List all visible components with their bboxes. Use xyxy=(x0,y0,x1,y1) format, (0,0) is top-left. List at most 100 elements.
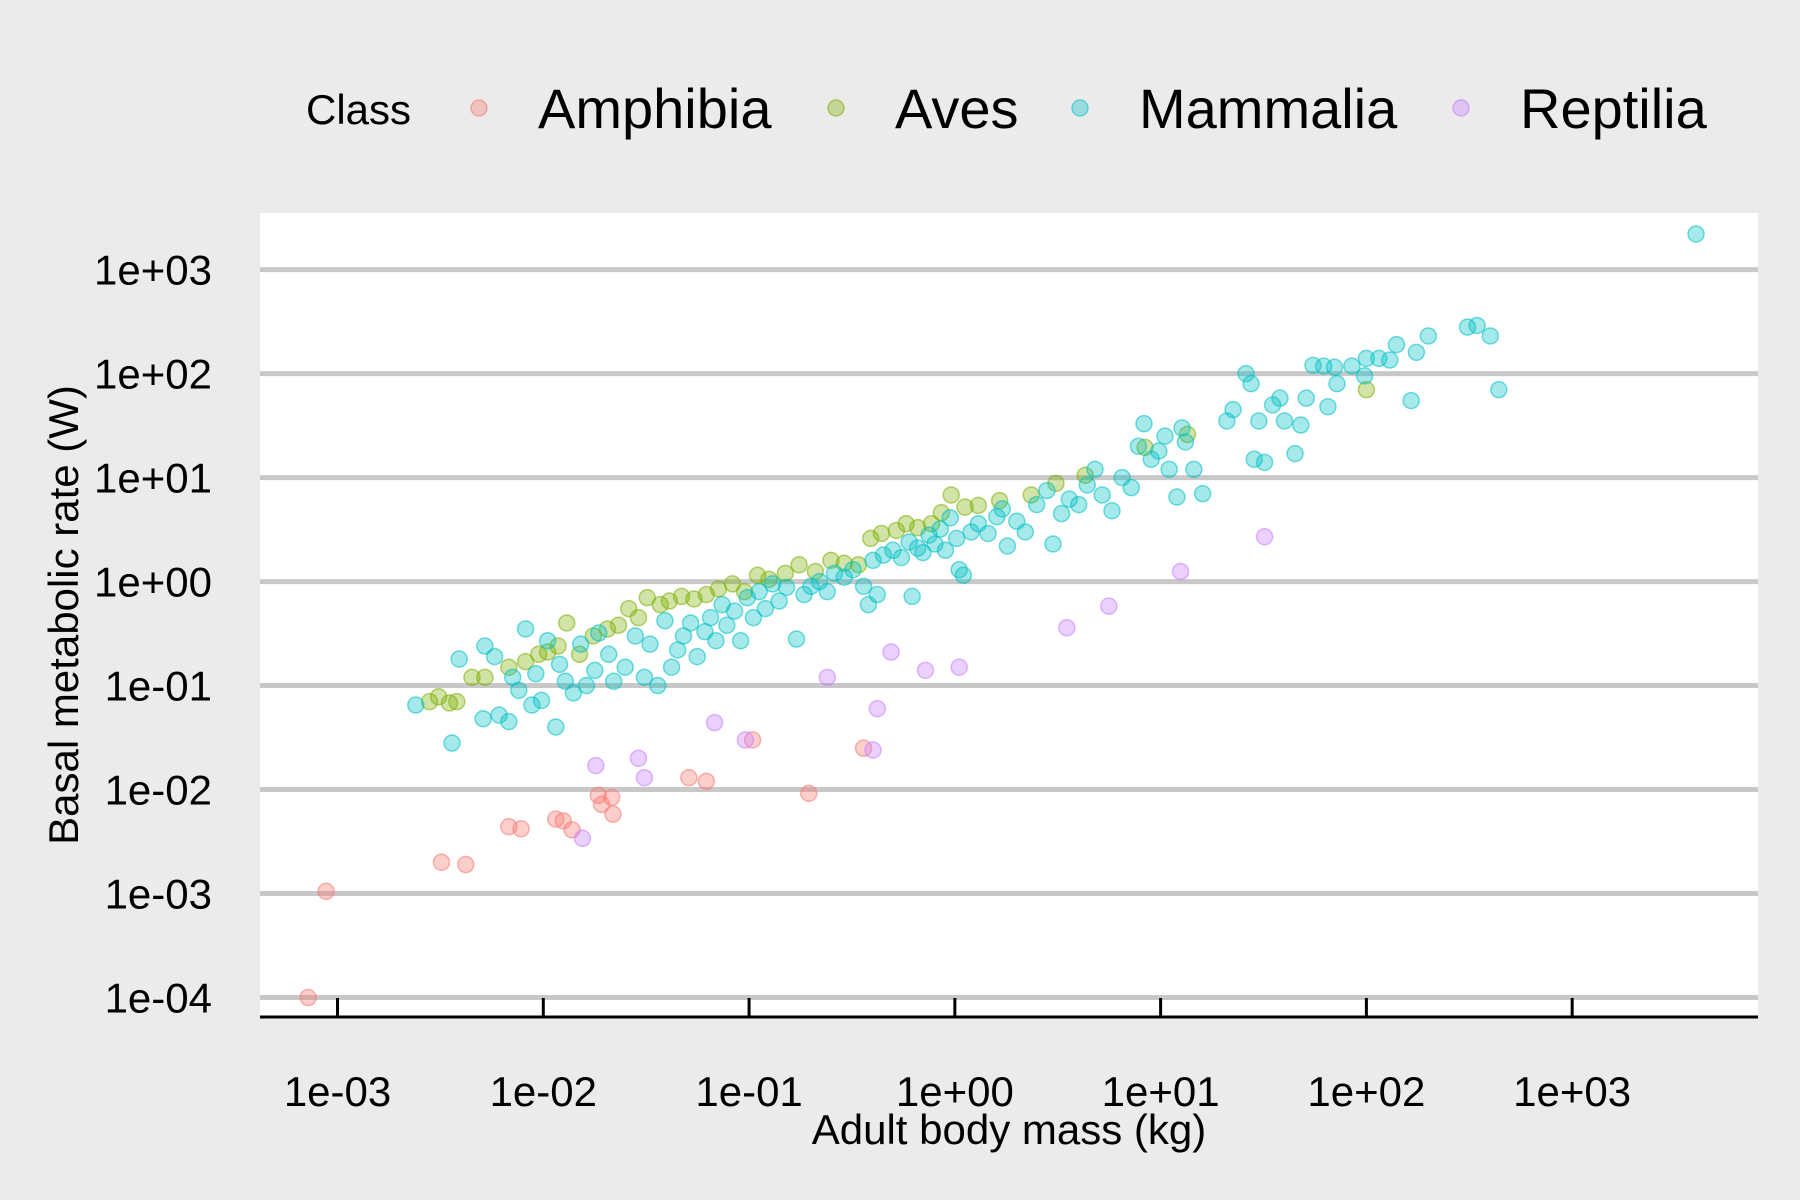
data-point xyxy=(887,521,906,540)
data-point xyxy=(554,812,572,830)
data-point xyxy=(787,630,806,648)
data-point xyxy=(429,688,448,706)
data-point xyxy=(1319,397,1337,416)
data-point xyxy=(1250,412,1268,430)
data-point xyxy=(651,595,669,614)
data-point xyxy=(476,668,494,687)
legend: Class Amphibia Aves Mammalia Reptilia xyxy=(306,77,1708,140)
x-tick-label: 1e+01 xyxy=(1102,1068,1220,1115)
data-point xyxy=(616,658,634,676)
data-point xyxy=(697,772,716,791)
data-point xyxy=(874,546,893,564)
data-point xyxy=(571,635,590,653)
data-point xyxy=(1078,476,1097,494)
data-point xyxy=(770,592,788,610)
data-point xyxy=(1135,414,1153,433)
data-point xyxy=(1185,460,1203,479)
data-point xyxy=(577,676,596,695)
series-reptilia xyxy=(573,527,1274,848)
data-point xyxy=(626,627,645,645)
data-point xyxy=(731,631,750,650)
y-tick-label: 1e+01 xyxy=(94,455,212,502)
data-point xyxy=(680,768,698,787)
data-point xyxy=(299,988,317,1007)
data-point xyxy=(599,645,618,664)
y-axis-ticks: 1e-04 1e-03 1e-02 1e-01 1e+00 1e+01 1e+02 1e+03 xyxy=(94,247,212,1022)
data-point xyxy=(1325,358,1344,377)
data-point xyxy=(407,696,425,714)
data-point xyxy=(868,699,887,718)
data-point xyxy=(1275,412,1294,430)
y-tick-label: 1e+03 xyxy=(94,247,212,294)
data-point xyxy=(1171,562,1190,581)
data-point xyxy=(1328,374,1346,393)
data-point xyxy=(777,578,796,597)
data-point xyxy=(1224,400,1242,419)
data-point xyxy=(523,696,541,714)
data-point xyxy=(649,676,667,695)
data-point xyxy=(822,551,840,570)
data-point xyxy=(1176,433,1195,451)
data-point xyxy=(956,498,974,516)
data-point xyxy=(516,652,535,671)
data-point xyxy=(635,668,654,687)
data-point xyxy=(942,486,960,504)
y-tick-label: 1e+00 xyxy=(94,559,212,606)
data-point xyxy=(736,731,755,749)
data-point xyxy=(1357,349,1376,368)
data-point xyxy=(1060,490,1079,508)
series-amphibia xyxy=(299,731,873,1007)
data-point xyxy=(854,577,873,596)
data-point xyxy=(573,829,592,848)
data-point xyxy=(589,786,608,805)
data-point xyxy=(1093,486,1111,504)
legend-key xyxy=(470,99,488,117)
data-point xyxy=(474,709,492,728)
data-point xyxy=(1086,460,1104,479)
data-point xyxy=(1173,419,1191,437)
data-point xyxy=(1245,450,1263,469)
data-point xyxy=(882,643,900,661)
y-tick-label: 1e-04 xyxy=(105,975,212,1022)
data-point xyxy=(1490,380,1508,399)
data-point xyxy=(1150,442,1168,460)
data-point xyxy=(1271,389,1289,407)
data-point xyxy=(629,749,648,767)
data-point xyxy=(1286,444,1304,463)
x-axis-title: Adult body mass (kg) xyxy=(812,1106,1207,1153)
data-point xyxy=(1168,488,1186,506)
data-point xyxy=(903,587,921,606)
data-point xyxy=(750,582,768,601)
data-point xyxy=(701,608,720,627)
data-point xyxy=(609,616,628,635)
data-point xyxy=(1357,380,1376,399)
data-point xyxy=(1687,225,1705,243)
data-point xyxy=(763,575,782,593)
data-point xyxy=(564,684,583,702)
data-point xyxy=(527,664,545,683)
data-point xyxy=(500,712,518,731)
data-point xyxy=(557,614,576,632)
data-point xyxy=(1027,495,1046,514)
legend-label: Aves xyxy=(895,77,1018,140)
y-tick-label: 1e-01 xyxy=(105,663,212,710)
data-point xyxy=(635,768,654,787)
data-point xyxy=(1052,504,1071,523)
y-axis-title: Basal metabolic rate (W) xyxy=(40,385,87,845)
data-point xyxy=(776,564,795,583)
data-point xyxy=(550,655,569,674)
data-point xyxy=(598,620,617,638)
data-point xyxy=(1044,535,1062,553)
data-point xyxy=(979,524,997,543)
data-point xyxy=(605,672,623,691)
data-point xyxy=(818,582,837,601)
legend-title: Class xyxy=(306,86,411,133)
data-point xyxy=(705,713,724,732)
data-point xyxy=(861,529,880,548)
data-point xyxy=(463,668,481,687)
data-point xyxy=(538,631,557,650)
data-point xyxy=(432,853,451,871)
data-point xyxy=(485,647,504,666)
data-point xyxy=(954,566,973,585)
data-point xyxy=(443,734,461,752)
